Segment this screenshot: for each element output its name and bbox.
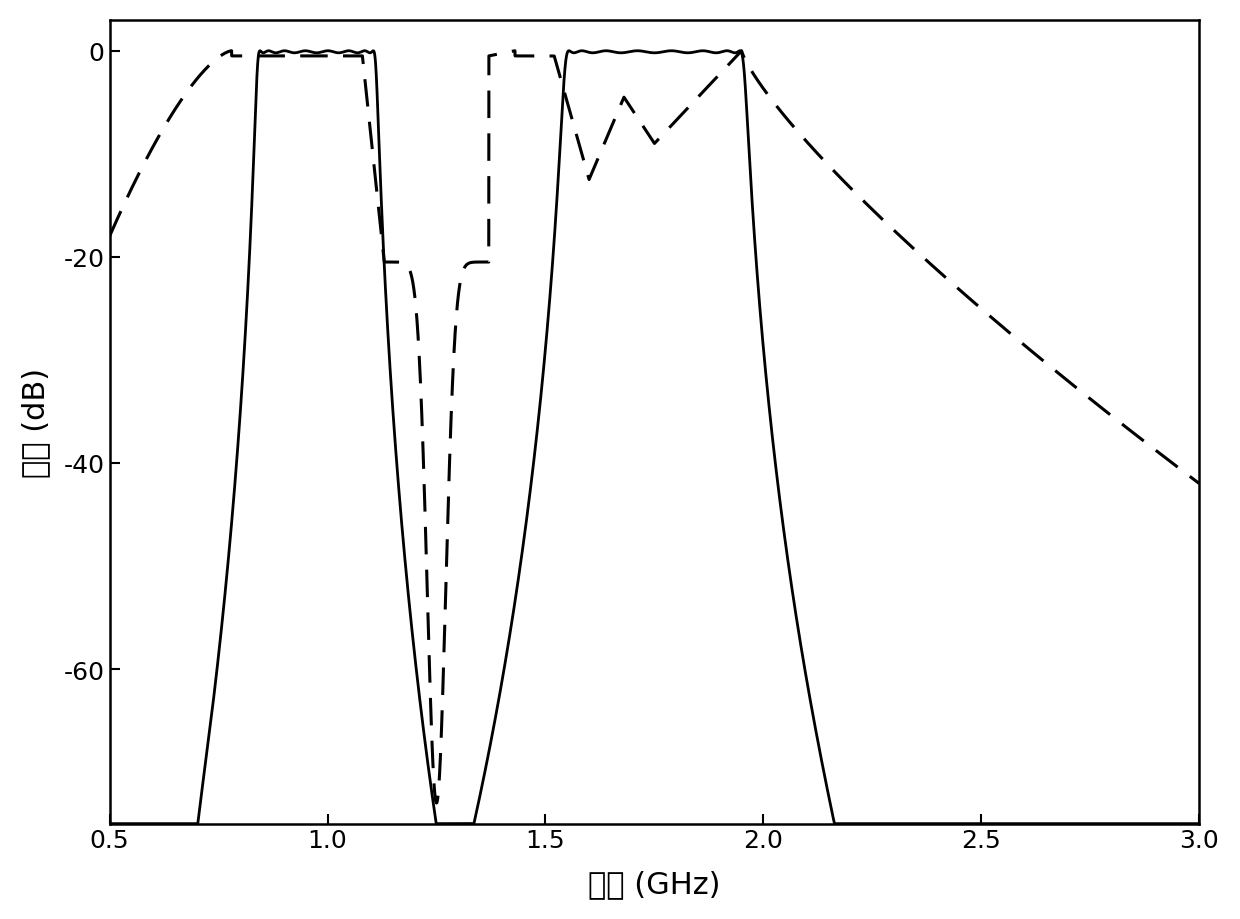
X-axis label: 频率 (GHz): 频率 (GHz) <box>588 869 720 898</box>
Y-axis label: 幅度 (dB): 幅度 (dB) <box>21 368 50 477</box>
